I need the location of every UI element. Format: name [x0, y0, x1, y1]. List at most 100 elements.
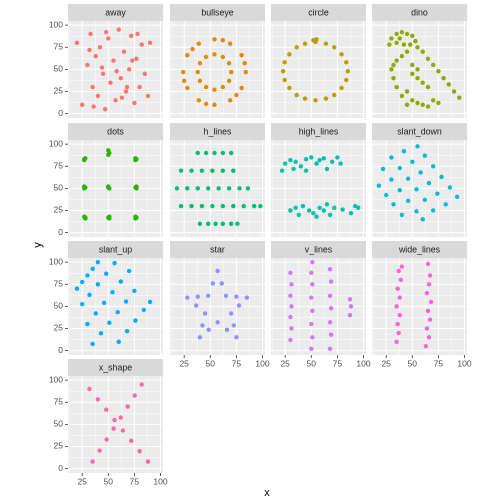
y-tick-label: 50	[54, 64, 64, 74]
strip	[271, 241, 366, 258]
y-tick-label: 75	[54, 161, 64, 171]
point	[220, 168, 226, 173]
point	[215, 320, 220, 325]
point	[422, 197, 428, 203]
strip-label: bullseye	[201, 7, 233, 17]
point	[399, 53, 405, 59]
point	[111, 58, 116, 63]
point	[206, 221, 211, 226]
point	[397, 295, 402, 300]
point	[231, 323, 236, 328]
point	[130, 58, 135, 63]
point	[280, 68, 286, 74]
x-tick-label: 25	[381, 358, 391, 368]
y-axis-title: y	[32, 242, 44, 248]
point	[288, 293, 293, 298]
point	[212, 150, 217, 156]
point	[352, 203, 358, 209]
x-tick-label: 50	[307, 358, 317, 368]
point	[197, 78, 203, 84]
point	[137, 448, 142, 454]
point	[435, 191, 440, 196]
point	[234, 92, 239, 98]
strip-label: wide_lines	[398, 244, 441, 254]
point	[132, 288, 137, 294]
x-tick-label: 100	[457, 358, 471, 368]
point	[258, 203, 263, 209]
point	[310, 282, 315, 287]
point	[314, 214, 319, 219]
point	[226, 78, 232, 84]
point	[348, 210, 354, 216]
point	[101, 300, 107, 306]
point	[426, 180, 432, 186]
point	[111, 426, 116, 431]
point	[338, 161, 343, 166]
point	[87, 47, 92, 53]
point	[108, 80, 113, 85]
x-tick-label: 100	[255, 358, 269, 368]
point	[124, 328, 130, 334]
strip	[372, 4, 467, 21]
point	[174, 186, 180, 191]
point	[195, 294, 200, 299]
point	[415, 100, 420, 106]
point	[106, 185, 111, 190]
facet: away 0 25 50 75 100	[49, 4, 163, 118]
point	[405, 198, 411, 203]
point	[397, 36, 402, 41]
point	[309, 321, 314, 327]
point	[121, 49, 127, 54]
point	[398, 277, 404, 283]
point	[424, 326, 430, 331]
point	[426, 282, 432, 287]
point	[114, 68, 119, 74]
point	[383, 192, 389, 198]
facet: slant_down	[372, 123, 467, 237]
point	[289, 326, 294, 331]
point	[185, 295, 190, 300]
point	[119, 95, 125, 100]
point	[220, 84, 226, 90]
point	[107, 216, 112, 221]
point	[415, 67, 420, 72]
point	[347, 313, 353, 318]
strip-label: dots	[107, 126, 124, 136]
point	[430, 98, 436, 103]
point	[133, 157, 138, 163]
point	[347, 297, 353, 302]
point	[399, 93, 405, 99]
y-tick-label: 0	[58, 345, 63, 355]
point	[288, 337, 293, 343]
point	[288, 208, 293, 213]
point	[206, 327, 211, 333]
point	[335, 155, 340, 160]
point	[399, 212, 405, 218]
point	[303, 156, 309, 162]
point	[212, 52, 217, 57]
point	[415, 45, 420, 50]
strip-label: h_lines	[204, 126, 232, 136]
facet: x_shape 0 25 50 75 100 25 50 75 100	[49, 359, 168, 486]
point	[123, 89, 129, 94]
point	[404, 89, 410, 94]
point	[178, 168, 184, 173]
point	[307, 208, 312, 213]
point	[298, 164, 304, 169]
point	[199, 168, 205, 173]
point	[391, 62, 396, 68]
strip	[68, 241, 163, 258]
point	[339, 85, 344, 91]
point	[120, 428, 126, 433]
point	[104, 407, 109, 412]
point	[425, 84, 431, 90]
point	[99, 65, 105, 70]
point	[185, 53, 190, 58]
point	[404, 102, 410, 107]
point	[234, 294, 239, 299]
point	[447, 185, 453, 190]
point	[327, 212, 333, 218]
point	[395, 321, 400, 327]
point	[87, 386, 92, 392]
point	[344, 60, 349, 65]
